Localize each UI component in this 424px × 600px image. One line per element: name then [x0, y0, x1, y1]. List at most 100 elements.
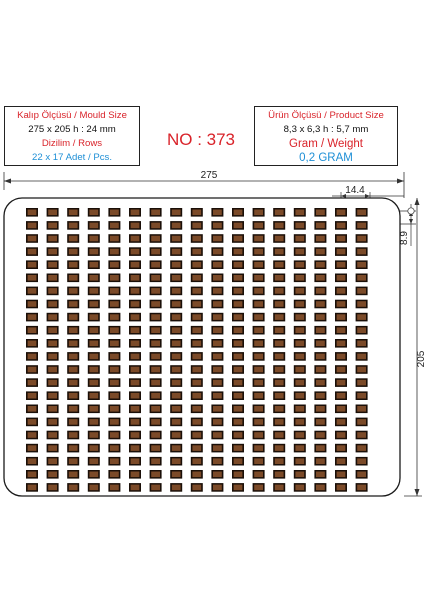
cavity-inner [213, 248, 222, 255]
cavity-inner [254, 353, 263, 360]
cavity-inner [89, 261, 99, 268]
cavity-inner [48, 471, 57, 478]
cavity-inner [192, 353, 202, 360]
cavity-inner [171, 327, 181, 333]
cavity-inner [295, 235, 305, 242]
cavity-inner [357, 209, 366, 216]
cavity-inner [151, 222, 160, 229]
cavity-inner [274, 484, 284, 491]
cavity-inner [68, 458, 78, 464]
cavity-inner [274, 248, 284, 255]
cavity-inner [27, 222, 37, 229]
cavity-inner [89, 432, 99, 438]
cavity-inner [89, 392, 99, 399]
cavity-inner [48, 288, 57, 294]
cavity-inner [171, 406, 181, 412]
cavity-inner [89, 379, 99, 386]
cavity-inner [151, 288, 160, 294]
cavity-inner [233, 471, 243, 478]
cavity-inner [336, 327, 346, 333]
cavity-inner [48, 419, 57, 425]
cavity-inner [233, 261, 243, 268]
cavity-inner [110, 366, 119, 373]
cavity-inner [295, 288, 305, 294]
cavity-inner [336, 445, 346, 451]
cavity-inner [130, 248, 140, 255]
cavity-inner [68, 392, 78, 399]
cavity-inner [336, 458, 346, 464]
cavity-inner [89, 275, 99, 281]
cavity-inner [316, 366, 325, 373]
height-label: 205 [416, 350, 424, 367]
cavity-inner [151, 340, 160, 347]
cavity-inner [357, 275, 366, 281]
cavity-inner [295, 340, 305, 347]
cavity-inner [151, 366, 160, 373]
cavity-inner [27, 366, 37, 373]
cavity-inner [48, 445, 57, 451]
cavity-inner [357, 314, 366, 320]
cavity-inner [151, 301, 160, 307]
cavity-inner [316, 432, 325, 438]
cavity-inner [68, 340, 78, 347]
cavity-inner [27, 340, 37, 347]
cavity-inner [27, 406, 37, 412]
cavity-inner [274, 314, 284, 320]
cavity-inner [171, 209, 181, 216]
cavity-inner [151, 248, 160, 255]
cavity-inner [254, 366, 263, 373]
cavity-inner [171, 366, 181, 373]
cavity-inner [192, 288, 202, 294]
cavity-inner [48, 314, 57, 320]
cavity-inner [274, 235, 284, 242]
cavity-inner [89, 235, 99, 242]
cavity-inner [89, 288, 99, 294]
cavity-inner [151, 235, 160, 242]
cavity-inner [130, 209, 140, 216]
cavity-inner [254, 340, 263, 347]
cavity-inner [171, 432, 181, 438]
cavity-inner [130, 235, 140, 242]
cavity-inner [110, 406, 119, 412]
cavity-inner [110, 327, 119, 333]
cavity-inner [110, 288, 119, 294]
cavity-inner [110, 445, 119, 451]
cavity-inner [130, 432, 140, 438]
cavity-inner [316, 419, 325, 425]
cavity-inner [254, 209, 263, 216]
cavity-inner [295, 379, 305, 386]
cavity-inner [316, 458, 325, 464]
weight-value: 0,2 GRAM [299, 152, 353, 164]
cavity-inner [48, 353, 57, 360]
cavity-inner [295, 222, 305, 229]
cavity-inner [213, 301, 222, 307]
cavity-inner [89, 484, 99, 491]
cavity-inner [171, 222, 181, 229]
cavity-inner [48, 275, 57, 281]
cavity-inner [27, 484, 37, 491]
cavity-inner [295, 209, 305, 216]
cavity-inner [110, 235, 119, 242]
cavity-inner [213, 209, 222, 216]
cavity-inner [151, 419, 160, 425]
cavity-inner [213, 432, 222, 438]
cavity-inner [274, 275, 284, 281]
cavity-inner [110, 222, 119, 229]
cavity-inner [274, 471, 284, 478]
cavity-inner [254, 222, 263, 229]
cavity-inner [233, 392, 243, 399]
cavity-inner [89, 406, 99, 412]
cavity-inner [357, 301, 366, 307]
cavity-inner [192, 366, 202, 373]
cavity-inner [68, 406, 78, 412]
cavity-inner [213, 353, 222, 360]
cavity-inner [48, 261, 57, 268]
cavity-inner [336, 275, 346, 281]
cavity-inner [213, 366, 222, 373]
cavity-inner [233, 366, 243, 373]
cavity-inner [254, 261, 263, 268]
cavity-inner [171, 484, 181, 491]
cavity-inner [68, 471, 78, 478]
cavity-inner [48, 327, 57, 333]
